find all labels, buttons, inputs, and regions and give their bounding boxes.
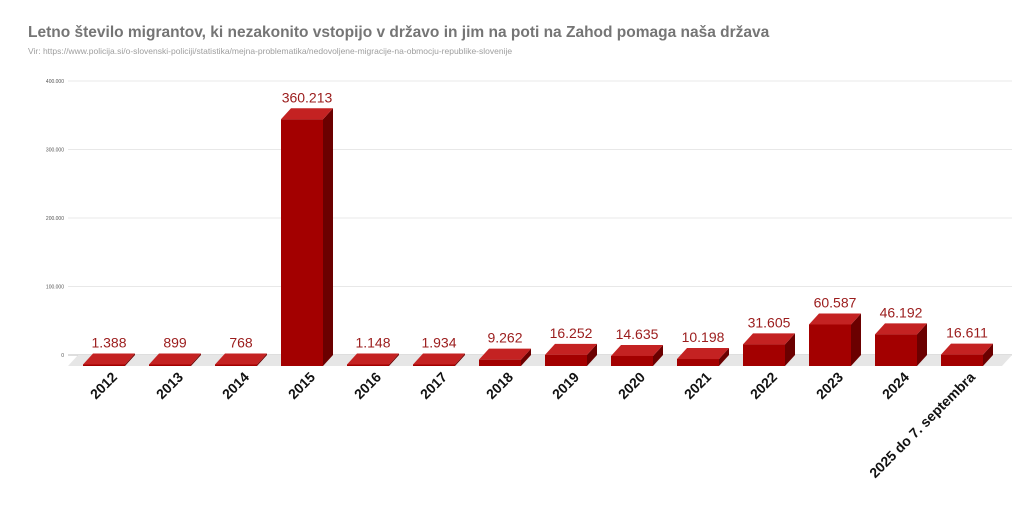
bar-side [917, 323, 927, 366]
bar-side [785, 333, 795, 366]
bar-side [257, 353, 267, 366]
bar-front [215, 364, 257, 366]
y-tick-label: 100.000 [46, 285, 64, 291]
bar-front [347, 364, 389, 366]
bar-top [545, 343, 597, 355]
bar-top [149, 353, 201, 365]
bar-front [611, 355, 653, 366]
data-label: 60.587 [814, 294, 857, 310]
x-tick-label: 2019 [549, 369, 582, 402]
x-axis-labels: 2012 2013 2014 2015 2016 2017 2018 2019 2020 2021… [87, 369, 978, 481]
bar-top [413, 353, 465, 365]
bar-top [347, 353, 399, 365]
data-label: 1.148 [355, 335, 390, 351]
y-tick-label: 300.000 [46, 148, 64, 154]
bar-front [281, 119, 323, 367]
bar-front [941, 354, 983, 366]
x-tick-label: 2012 [87, 369, 120, 402]
bar [941, 343, 993, 366]
bar [611, 344, 663, 366]
bar-side [851, 313, 861, 366]
bar-front [83, 364, 125, 366]
chart-subtitle: Vir: https://www.policija.si/o-slovenski… [28, 46, 513, 56]
bar-front [413, 364, 455, 366]
bar-side [983, 343, 993, 366]
data-label: 10.198 [682, 329, 725, 345]
bar-top [743, 333, 795, 345]
data-label: 360.213 [282, 89, 333, 105]
bar [545, 343, 597, 366]
bar [413, 353, 465, 366]
bar-side [587, 343, 597, 366]
bars [83, 108, 993, 367]
bar-front [809, 324, 851, 366]
data-label: 1.934 [421, 335, 456, 351]
data-label: 16.611 [946, 325, 988, 341]
bar [281, 108, 333, 367]
bar-side [323, 108, 333, 367]
x-tick-label: 2021 [681, 369, 714, 402]
bar-side [455, 353, 465, 366]
bar-top [281, 108, 333, 120]
bar-top [611, 344, 663, 356]
data-label: 1.388 [91, 335, 126, 351]
bar-top [215, 353, 267, 365]
bar-side [719, 348, 729, 366]
chart-floor [68, 355, 1012, 366]
bar-top [83, 353, 135, 365]
x-tick-label: 2023 [813, 369, 846, 402]
data-label: 768 [229, 335, 253, 351]
bar-side [191, 353, 201, 366]
bar-front [677, 359, 719, 366]
data-label: 46.192 [880, 304, 923, 320]
x-tick-label: 2015 [285, 369, 318, 402]
y-tick-label: 0 [61, 353, 64, 359]
x-tick-label: 2016 [351, 369, 384, 402]
data-labels: 1.388 899 768 360.213 1.148 1.934 9.262 16.252 1… [91, 89, 988, 350]
bar [83, 353, 135, 366]
bar-front [743, 344, 785, 366]
bar-top [941, 343, 993, 355]
bar-front [545, 354, 587, 366]
data-label: 9.262 [487, 330, 522, 346]
bar [479, 348, 531, 366]
bar-front [479, 359, 521, 366]
bar-side [521, 348, 531, 366]
bar [149, 353, 201, 366]
bar [347, 353, 399, 366]
bar [743, 333, 795, 366]
floor-plane [68, 355, 1012, 366]
x-tick-label: 2022 [747, 369, 780, 402]
bar-top [809, 313, 861, 325]
bar [875, 323, 927, 366]
x-tick-label: 2018 [483, 369, 516, 402]
x-tick-label: 2020 [615, 369, 648, 402]
gridlines: 0 100.000 200.000 300.000 400.000 [46, 79, 1012, 359]
data-label: 31.605 [748, 314, 791, 330]
x-tick-label: 2017 [417, 369, 450, 402]
data-label: 899 [163, 335, 187, 351]
bar-top [677, 348, 729, 360]
y-tick-label: 400.000 [46, 79, 64, 85]
x-tick-label: 2014 [219, 369, 252, 402]
bar [809, 313, 861, 366]
bar-front [149, 364, 191, 366]
bar-side [125, 353, 135, 366]
data-label: 14.635 [616, 326, 659, 342]
bar-side [653, 344, 663, 366]
bar [215, 353, 267, 366]
x-tick-label: 2024 [879, 369, 912, 402]
bar-front [875, 334, 917, 366]
x-tick-label: 2013 [153, 369, 186, 402]
y-tick-label: 200.000 [46, 216, 64, 222]
bar-side [389, 353, 399, 366]
data-label: 16.252 [550, 325, 593, 341]
bar [677, 348, 729, 366]
bar-top [875, 323, 927, 335]
bar-top [479, 348, 531, 360]
chart-title: Letno število migrantov, ki nezakonito v… [28, 24, 770, 41]
